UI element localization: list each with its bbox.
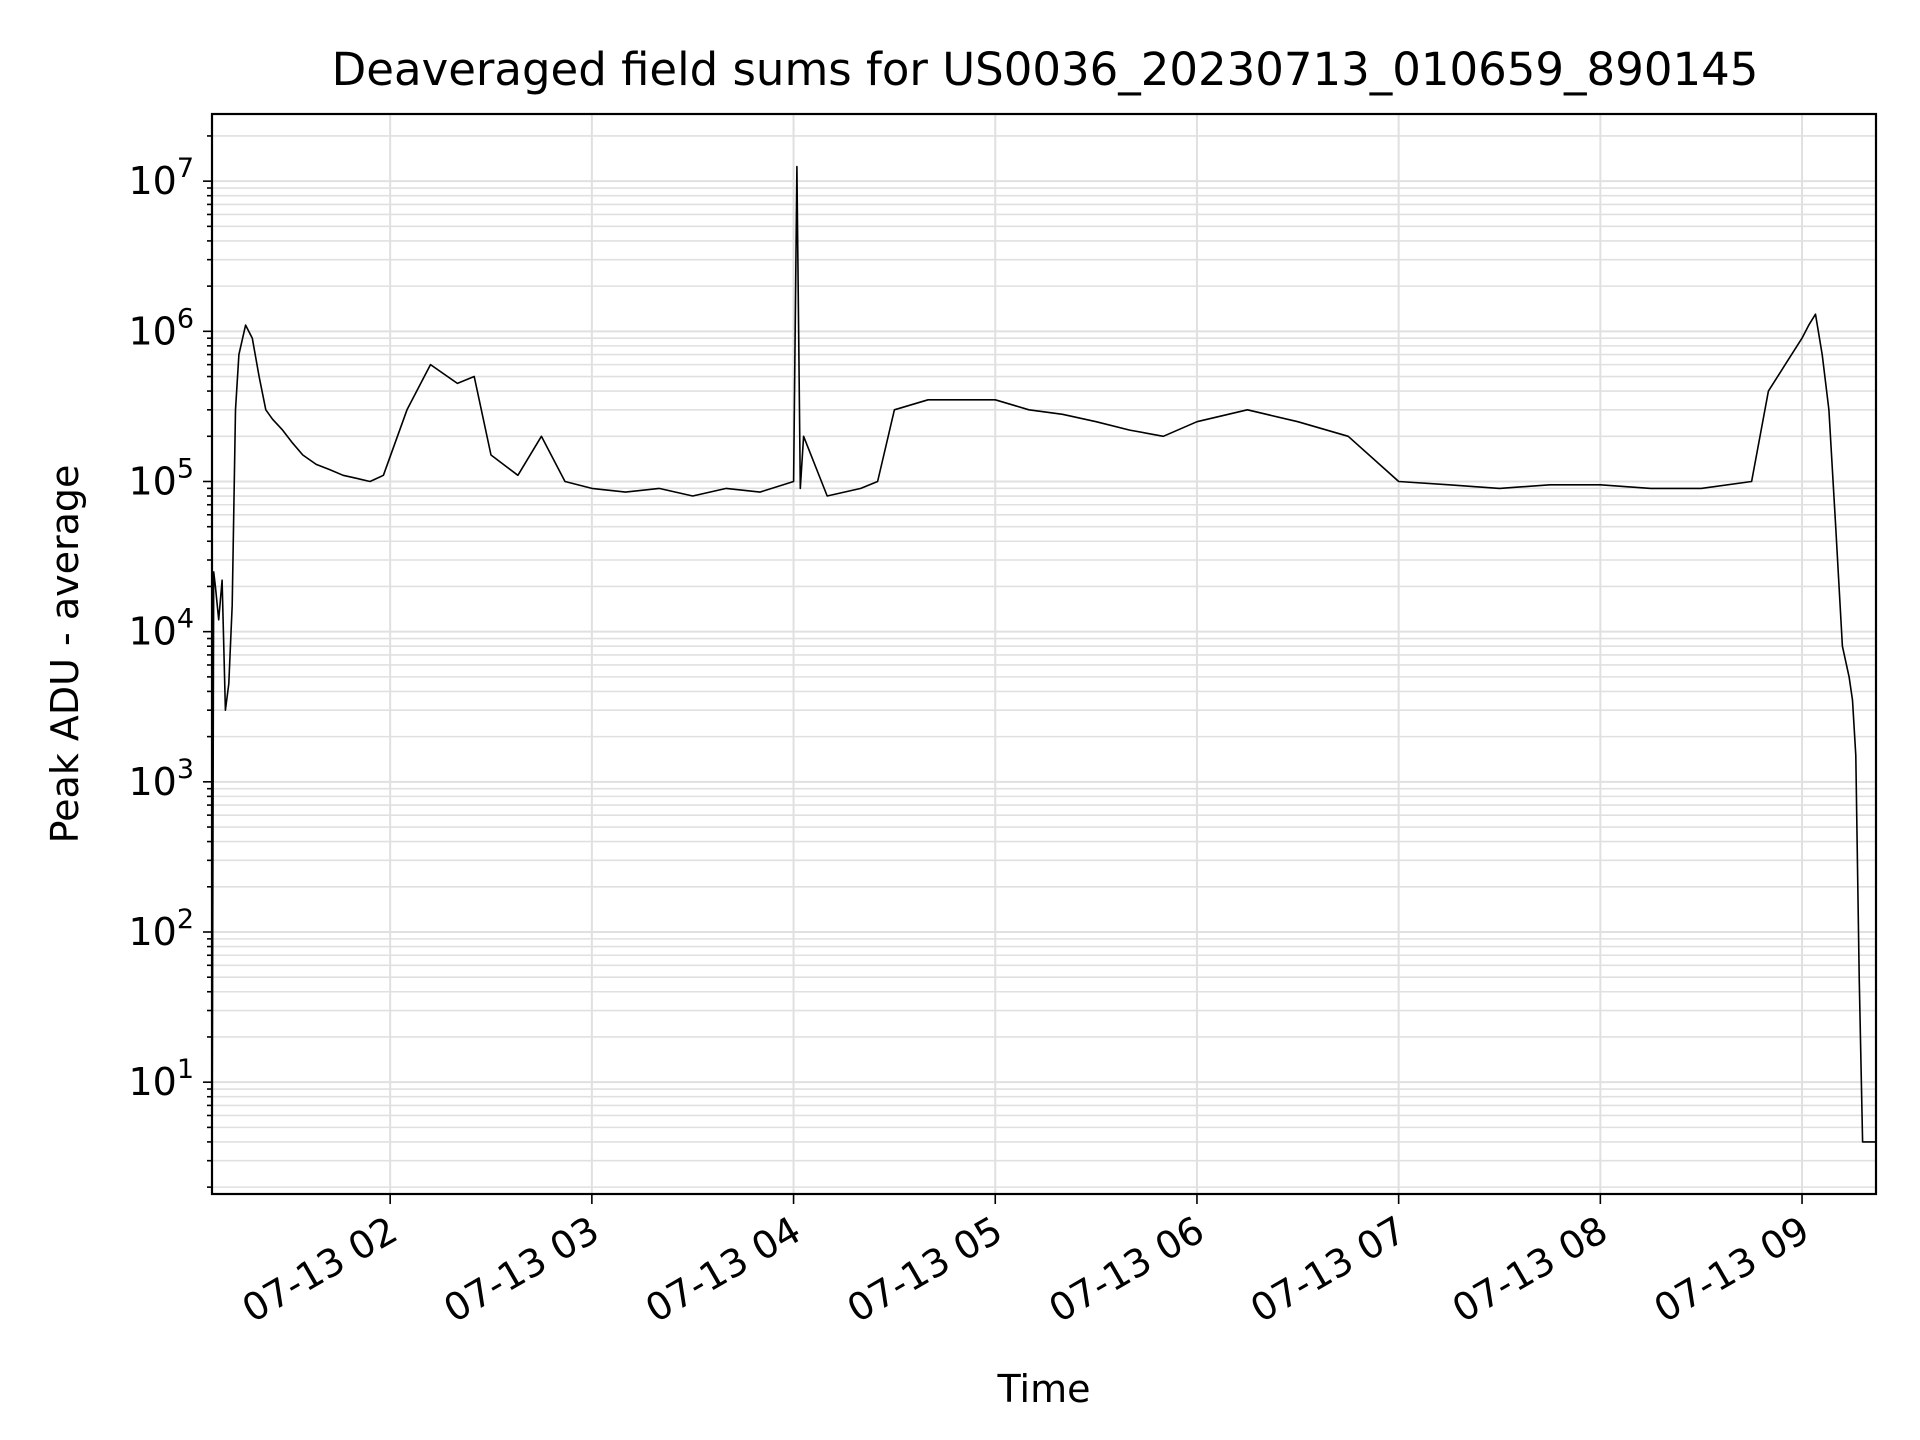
y-axis-label: Peak ADU - average bbox=[43, 465, 87, 844]
chart-title: Deaveraged field sums for US0036_2023071… bbox=[332, 43, 1759, 96]
grid bbox=[212, 114, 1876, 1194]
y-tick-label: 106 bbox=[128, 303, 194, 353]
y-tick-label: 105 bbox=[128, 453, 194, 503]
plot-area-frame bbox=[210, 112, 1878, 1196]
y-tick-label: 107 bbox=[128, 153, 194, 203]
y-axis: 101 102 103 104 105 106 107 bbox=[128, 135, 212, 1188]
series-line bbox=[211, 165, 1876, 1195]
y-tick-label: 104 bbox=[128, 604, 194, 654]
y-tick-label: 101 bbox=[128, 1054, 194, 1104]
y-tick-label: 103 bbox=[128, 754, 194, 804]
series-line-group bbox=[211, 165, 1876, 1195]
x-axis-label: Time bbox=[997, 1367, 1091, 1411]
y-tick-label: 102 bbox=[128, 904, 194, 954]
